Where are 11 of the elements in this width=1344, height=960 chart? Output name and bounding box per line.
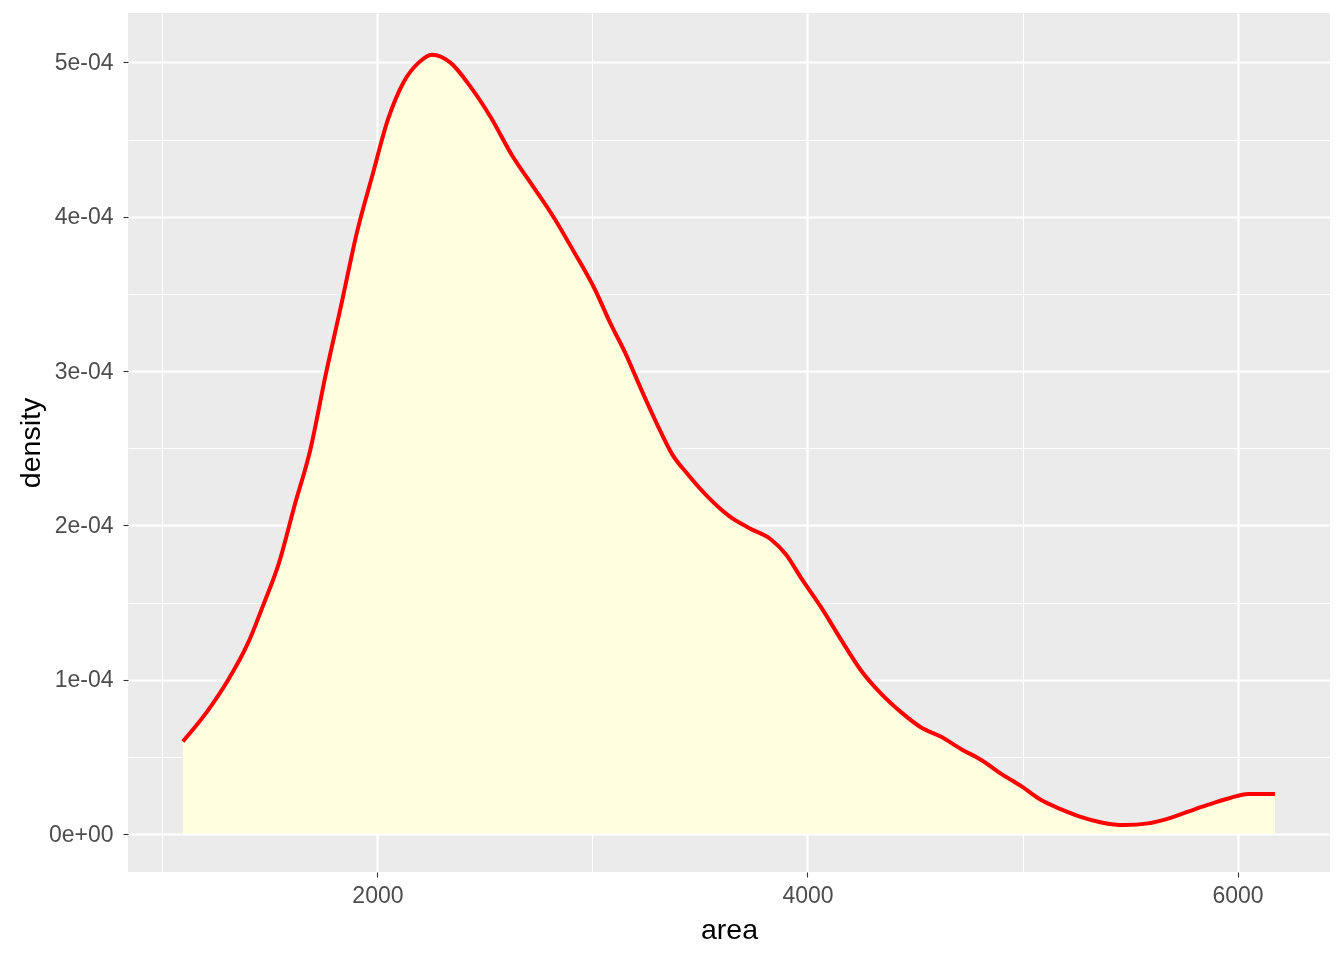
x-tick-label: 2000 — [352, 881, 404, 908]
y-tick-label: 5e-04 — [54, 48, 114, 75]
y-tick-label: 2e-04 — [54, 511, 114, 538]
y-axis-title: density — [13, 397, 46, 489]
x-axis-title: area — [700, 912, 759, 945]
y-tick-label: 3e-04 — [54, 357, 114, 384]
y-tick-label: 0e+00 — [48, 820, 114, 847]
y-tick-label: 4e-04 — [54, 203, 114, 230]
x-tick-label: 6000 — [1212, 881, 1264, 908]
x-tick-label: 4000 — [782, 881, 834, 908]
y-tick-label: 1e-04 — [54, 666, 114, 693]
